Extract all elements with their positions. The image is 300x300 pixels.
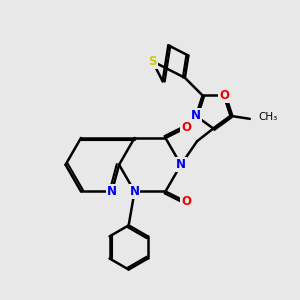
Text: N: N bbox=[191, 110, 201, 122]
Text: O: O bbox=[181, 195, 191, 208]
Text: S: S bbox=[148, 55, 157, 68]
Text: N: N bbox=[130, 185, 140, 198]
Text: CH₃: CH₃ bbox=[258, 112, 277, 122]
Text: N: N bbox=[176, 158, 186, 171]
Text: O: O bbox=[181, 121, 191, 134]
Text: N: N bbox=[107, 185, 117, 198]
Text: O: O bbox=[219, 89, 229, 102]
